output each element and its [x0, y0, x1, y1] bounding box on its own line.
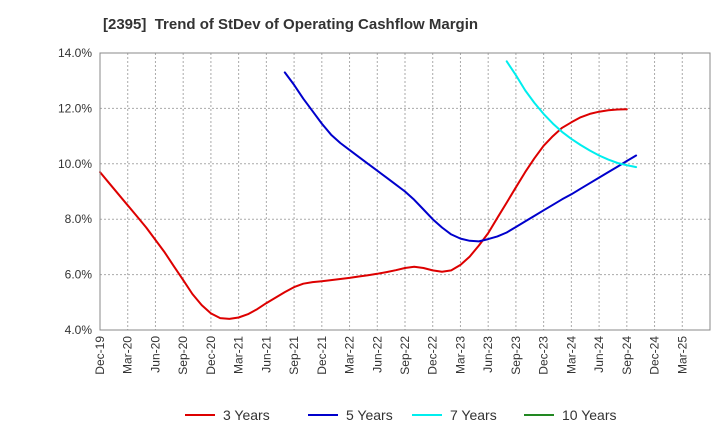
series-layer — [99, 60, 638, 320]
x-tick-label: Mar-21 — [232, 336, 246, 374]
chart-title: [2395] Trend of StDev of Operating Cashf… — [103, 16, 479, 33]
x-tick-label: Sep-20 — [176, 336, 190, 375]
x-tick-label: Sep-23 — [509, 336, 523, 375]
x-tick-label: Mar-22 — [343, 336, 357, 374]
x-tick-label: Dec-24 — [648, 336, 662, 375]
x-tick-label: Jun-21 — [259, 336, 273, 373]
y-tick-label: 6.0% — [65, 268, 93, 282]
x-tick-label: Sep-24 — [620, 336, 634, 375]
axis-layer: 4.0% 6.0% 8.0% 10.0% 12.0% 14.0% Dec-19 Mar-20 J… — [58, 46, 711, 375]
x-tick-label: Jun-23 — [481, 336, 495, 373]
x-tick-label: Sep-21 — [287, 336, 301, 375]
y-tick-label: 4.0% — [65, 323, 93, 337]
x-tick-label: Mar-20 — [121, 336, 135, 374]
x-tick-label: Mar-25 — [675, 336, 689, 374]
x-tick-label: Dec-22 — [426, 336, 440, 375]
x-tick-label: Mar-23 — [453, 336, 467, 374]
legend-label: 5 Years — [346, 407, 393, 423]
legend-label: 10 Years — [562, 407, 617, 423]
series-line-7-years — [505, 60, 638, 169]
x-tick-label: Dec-23 — [537, 336, 551, 375]
y-tick-label: 8.0% — [65, 212, 93, 226]
series-line-5-years — [283, 71, 638, 243]
x-tick-label: Jun-20 — [148, 336, 162, 373]
y-tick-label: 10.0% — [58, 157, 92, 171]
series-line-3-years — [99, 108, 628, 320]
plot-frame — [99, 52, 711, 331]
x-tick-label: Mar-24 — [564, 336, 578, 374]
x-tick-label: Dec-19 — [93, 336, 107, 375]
x-tick-label: Sep-22 — [398, 336, 412, 375]
x-tick-label: Dec-21 — [315, 336, 329, 375]
x-tick-label: Jun-24 — [592, 336, 606, 373]
chart-legend: 3 Years 5 Years 7 Years 10 Years — [185, 407, 617, 423]
legend-label: 3 Years — [223, 407, 270, 423]
x-tick-label: Jun-22 — [370, 336, 384, 373]
legend-label: 7 Years — [450, 407, 497, 423]
y-tick-label: 14.0% — [58, 46, 92, 60]
y-tick-label: 12.0% — [58, 101, 92, 115]
x-tick-label: Dec-20 — [204, 336, 218, 375]
